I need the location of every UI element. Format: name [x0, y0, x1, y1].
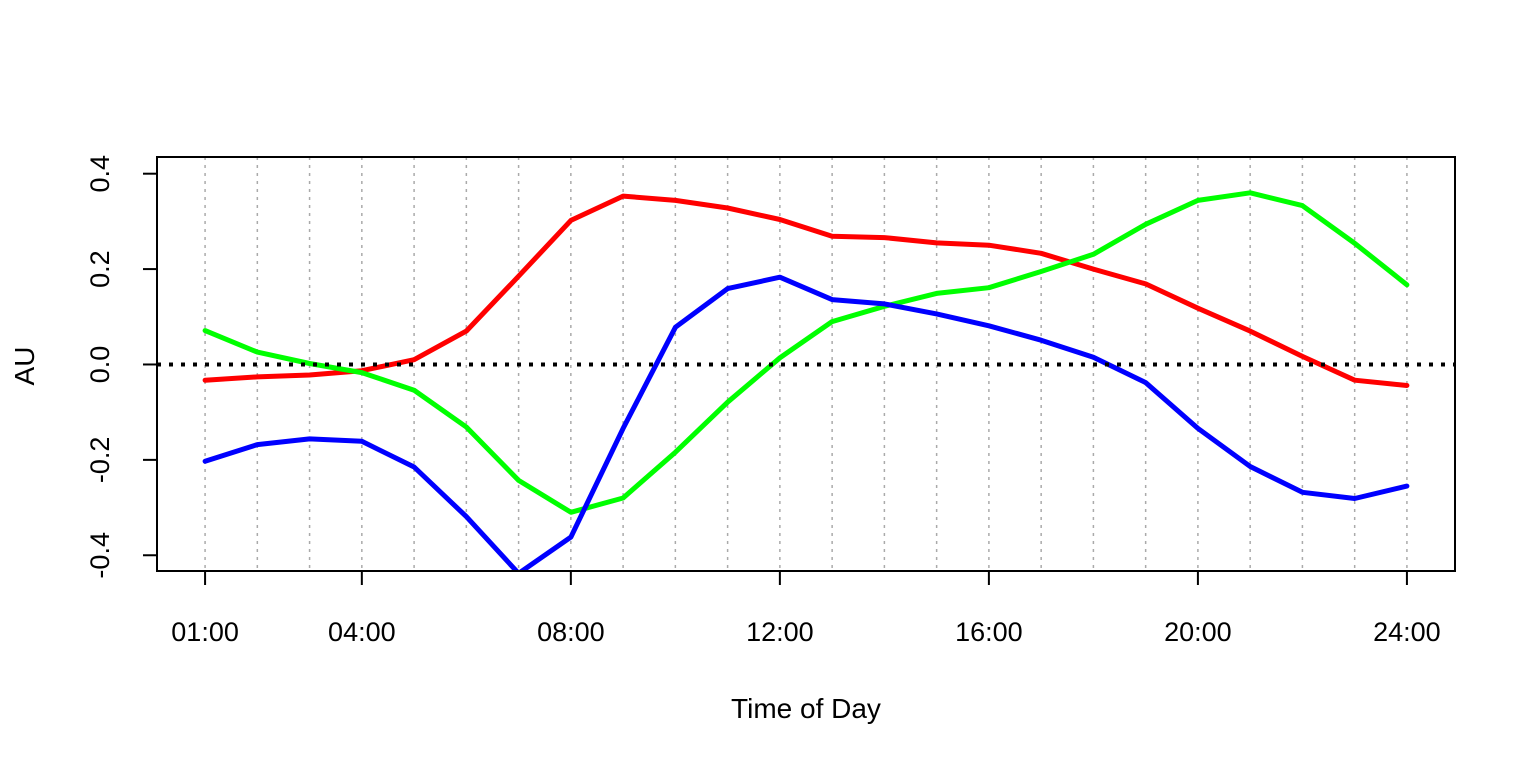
- y-axis-title: AU: [9, 347, 40, 386]
- y-tick-label--0.2: -0.2: [85, 437, 115, 484]
- x-tick-label-01:00: 01:00: [171, 617, 239, 647]
- y-tick-label-0.2: 0.2: [85, 250, 115, 288]
- x-tick-label-24:00: 24:00: [1373, 617, 1441, 647]
- x-tick-label-12:00: 12:00: [746, 617, 814, 647]
- series-line-green: [202, 190, 1410, 515]
- x-axis: 01:00 04:00 08:00 12:00 16:00 20:00 24:00: [171, 571, 1441, 647]
- series-line-blue: [202, 274, 1410, 571]
- x-tick-label-16:00: 16:00: [955, 617, 1023, 647]
- y-tick-label--0.4: -0.4: [85, 532, 115, 579]
- x-tick-label-04:00: 04:00: [328, 617, 396, 647]
- x-tick-label-08:00: 08:00: [537, 617, 605, 647]
- series-line-red: [202, 193, 1410, 388]
- y-tick-label-0.0: 0.0: [85, 346, 115, 384]
- x-axis-title: Time of Day: [731, 693, 881, 724]
- y-tick-label-0.4: 0.4: [85, 155, 115, 193]
- vertical-gridlines: [204, 157, 1408, 571]
- x-tick-label-20:00: 20:00: [1164, 617, 1232, 647]
- y-axis: -0.4 -0.2 0.0 0.2 0.4: [85, 155, 157, 579]
- series-lines: [202, 190, 1410, 571]
